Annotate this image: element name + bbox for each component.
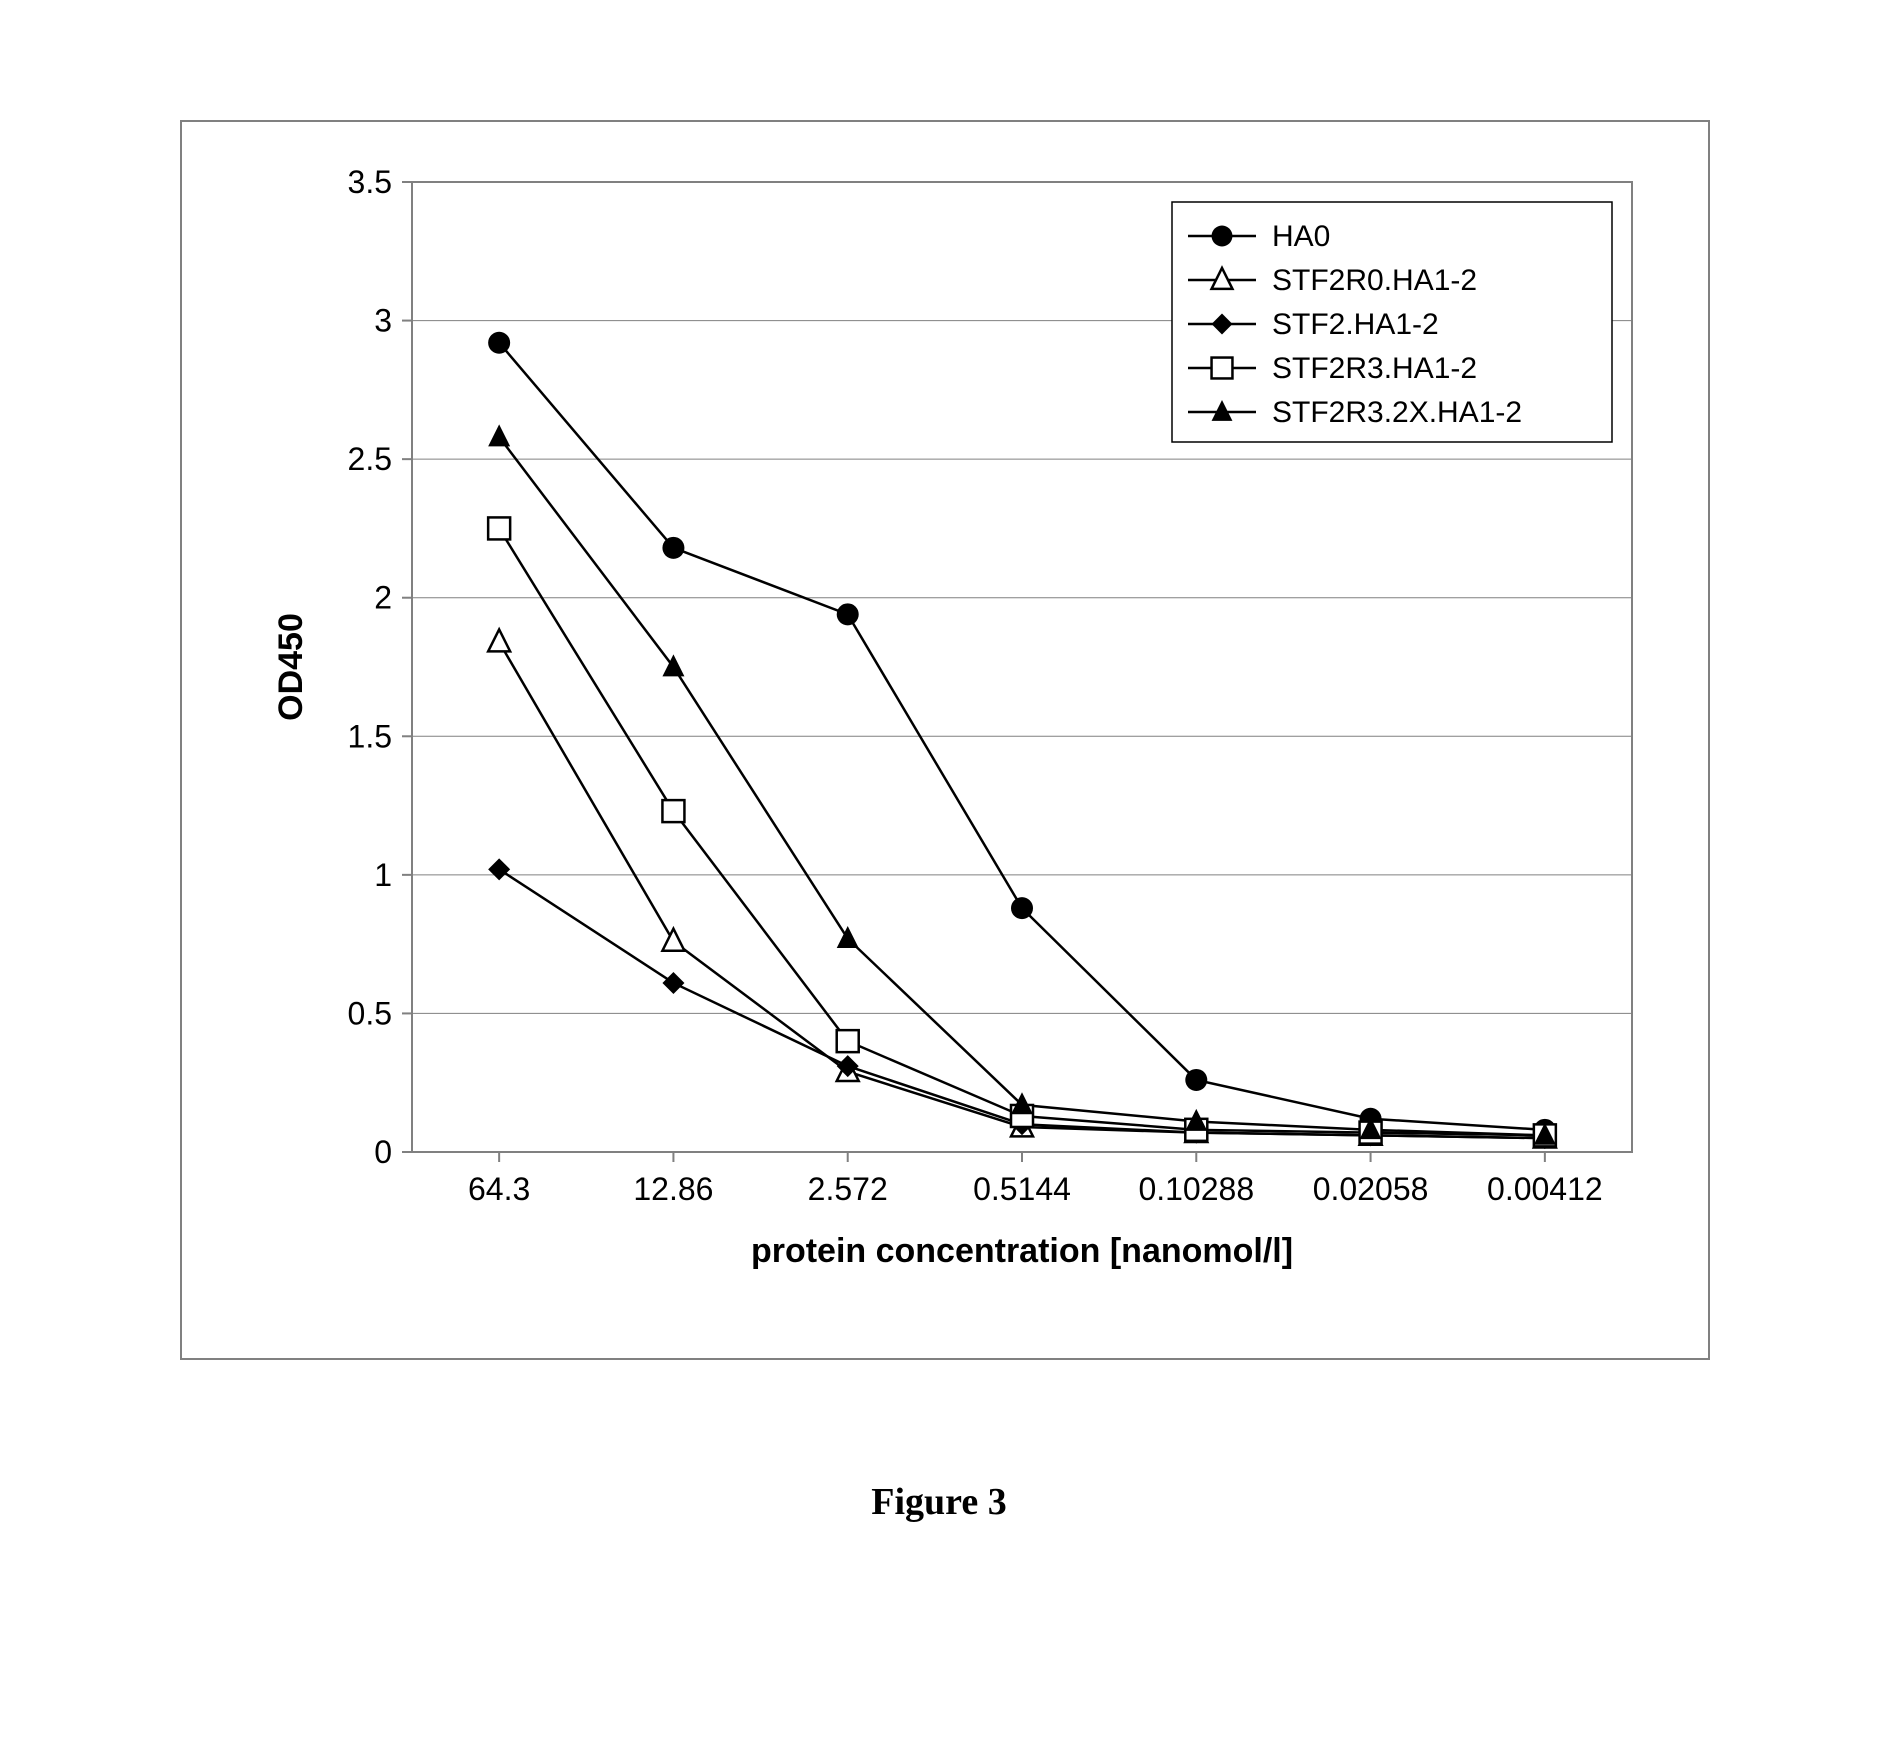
svg-text:3.5: 3.5 [348, 164, 392, 200]
svg-text:3: 3 [374, 303, 392, 339]
line-chart: 0 0.5 1 1.5 2 2.5 3 3.5 64.3 12.86 2.572 0.5144 0.10… [232, 152, 1662, 1332]
svg-text:0.10288: 0.10288 [1138, 1171, 1254, 1207]
svg-text:OD450: OD450 [272, 613, 310, 721]
svg-text:STF2R0.HA1-2: STF2R0.HA1-2 [1272, 264, 1477, 297]
svg-text:STF2.HA1-2: STF2.HA1-2 [1272, 308, 1439, 341]
svg-text:0.5144: 0.5144 [973, 1171, 1071, 1207]
svg-text:12.86: 12.86 [633, 1171, 713, 1207]
svg-text:1.5: 1.5 [348, 718, 392, 754]
svg-text:0: 0 [374, 1134, 392, 1170]
svg-text:2: 2 [374, 580, 392, 616]
svg-text:2.572: 2.572 [808, 1171, 888, 1207]
svg-text:0.00412: 0.00412 [1487, 1171, 1603, 1207]
chart-container: 0 0.5 1 1.5 2 2.5 3 3.5 64.3 12.86 2.572 0.5144 0.10… [232, 152, 1662, 1332]
svg-text:1: 1 [374, 857, 392, 893]
svg-text:STF2R3.HA1-2: STF2R3.HA1-2 [1272, 352, 1477, 385]
svg-text:STF2R3.2X.HA1-2: STF2R3.2X.HA1-2 [1272, 396, 1522, 429]
svg-text:protein concentration [nanomol: protein concentration [nanomol/l] [751, 1232, 1293, 1270]
svg-text:2.5: 2.5 [348, 441, 392, 477]
figure-caption: Figure 3 [0, 1480, 1878, 1524]
svg-text:0.5: 0.5 [348, 995, 392, 1031]
chart-frame: 0 0.5 1 1.5 2 2.5 3 3.5 64.3 12.86 2.572 0.5144 0.10… [180, 120, 1710, 1360]
svg-text:64.3: 64.3 [468, 1171, 530, 1207]
svg-text:HA0: HA0 [1272, 220, 1330, 253]
svg-text:0.02058: 0.02058 [1313, 1171, 1429, 1207]
